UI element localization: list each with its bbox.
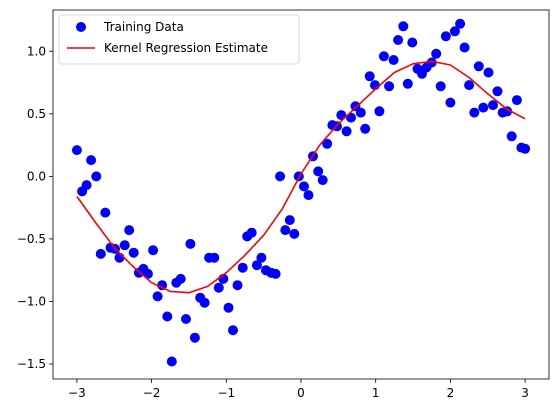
x-tick-label: −1 xyxy=(217,386,235,400)
training-data-point xyxy=(355,107,366,118)
training-data-point xyxy=(124,225,135,236)
training-data-point xyxy=(445,97,456,108)
training-data-point xyxy=(100,207,111,218)
y-tick-label: −1.5 xyxy=(17,357,46,371)
y-tick-label: 0.0 xyxy=(27,169,46,183)
training-data-point xyxy=(232,280,243,291)
training-data-point xyxy=(473,61,484,72)
x-tick-label: 0 xyxy=(297,386,305,400)
y-tick-label: −0.5 xyxy=(17,232,46,246)
training-data-point xyxy=(289,228,300,239)
training-data-point xyxy=(81,180,92,191)
training-data-point xyxy=(488,100,498,111)
training-data-point xyxy=(455,18,466,29)
training-data-point xyxy=(317,175,328,186)
training-data-point xyxy=(313,166,324,177)
training-data-point xyxy=(213,282,224,293)
x-tick-label: −3 xyxy=(68,386,86,400)
training-data-point xyxy=(492,86,503,97)
x-tick-label: 1 xyxy=(372,386,380,400)
kernel-regression-line xyxy=(76,60,526,294)
x-tick-label: 2 xyxy=(447,386,455,400)
training-data-point xyxy=(270,268,281,279)
training-data-point xyxy=(128,247,139,258)
training-data-point xyxy=(360,123,371,134)
training-data-point xyxy=(95,248,106,259)
training-data-point xyxy=(91,171,102,182)
training-data-point xyxy=(162,311,173,322)
training-data-point xyxy=(209,252,220,263)
training-data-point xyxy=(175,273,186,284)
training-data-point xyxy=(388,55,399,65)
training-data-point xyxy=(114,252,125,263)
training-data-point xyxy=(322,138,333,149)
training-data-point xyxy=(251,260,262,271)
training-data-point xyxy=(449,26,460,37)
training-data-point xyxy=(152,291,163,302)
training-data-point xyxy=(148,245,159,256)
training-data-point xyxy=(431,48,442,59)
training-data-point xyxy=(520,143,531,154)
training-data-point xyxy=(275,171,286,182)
training-data-point xyxy=(246,227,257,238)
axis-layer: −3 −2 −1 0 1 2 3 −1.5 −1.0 −0.5 0.0 0.5 1.0 xyxy=(17,44,529,400)
training-data-point xyxy=(483,67,494,78)
training-data-point xyxy=(402,78,413,89)
legend-box xyxy=(58,14,300,65)
plot-area xyxy=(53,10,549,379)
x-tick-label: −2 xyxy=(143,386,161,400)
training-data-point xyxy=(166,356,177,367)
training-data-point xyxy=(71,145,82,156)
training-data-point xyxy=(426,57,437,68)
training-data-point xyxy=(384,81,395,92)
training-data-point xyxy=(284,215,295,226)
training-data-point xyxy=(199,297,210,308)
training-data-point xyxy=(189,332,200,343)
training-data-point xyxy=(157,280,168,291)
training-data-point xyxy=(237,262,248,273)
legend-label-kernel-regression: Kernel Regression Estimate xyxy=(104,41,268,55)
training-data-point xyxy=(181,314,191,324)
training-data-point xyxy=(440,31,451,42)
legend: Training Data Kernel Regression Estimate xyxy=(58,14,300,65)
training-data-point xyxy=(511,95,522,106)
training-data-point xyxy=(469,107,480,118)
training-data-point xyxy=(223,302,234,313)
training-data-point xyxy=(506,131,517,142)
training-data-point xyxy=(459,42,470,53)
training-data-point xyxy=(435,81,446,92)
y-tick-label: 1.0 xyxy=(27,44,46,58)
training-data-point xyxy=(398,21,409,32)
training-data-point xyxy=(299,181,309,192)
training-data-point xyxy=(280,225,291,236)
training-data-point xyxy=(86,155,97,166)
legend-label-training-data: Training Data xyxy=(103,20,184,34)
training-data-point xyxy=(303,190,314,201)
training-data-point xyxy=(119,240,130,251)
training-data-point xyxy=(228,325,238,336)
training-data-point xyxy=(502,106,513,117)
training-data-point xyxy=(364,71,375,82)
training-data-point xyxy=(378,51,389,62)
training-data-point xyxy=(464,80,475,91)
training-data-point xyxy=(374,106,385,117)
training-data-point xyxy=(478,102,489,113)
training-data-point xyxy=(393,35,404,45)
y-tick-label: 0.5 xyxy=(27,107,46,121)
training-data-point xyxy=(256,252,267,263)
y-tick-label: −1.0 xyxy=(17,294,46,308)
training-data-point xyxy=(407,37,418,48)
training-data-point xyxy=(341,126,352,137)
series-layer xyxy=(71,18,531,367)
x-tick-label: 3 xyxy=(521,386,529,400)
training-data-point xyxy=(185,238,196,249)
legend-marker-training-data xyxy=(76,22,86,32)
